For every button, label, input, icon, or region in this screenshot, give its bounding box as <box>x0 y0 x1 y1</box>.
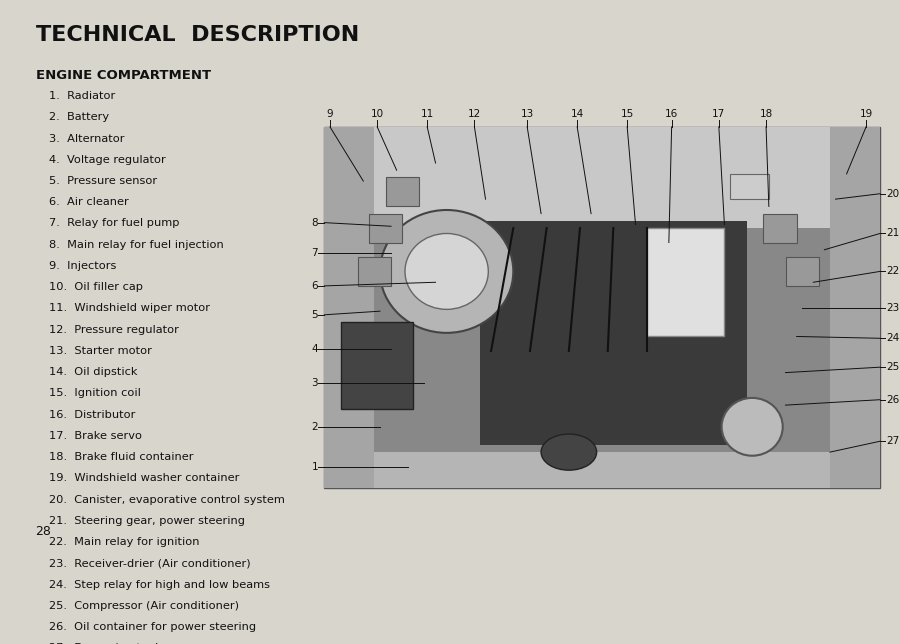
Text: 20.  Canister, evaporative control system: 20. Canister, evaporative control system <box>49 495 284 505</box>
Text: 16.  Distributor: 16. Distributor <box>49 410 135 420</box>
Text: 4.  Voltage regulator: 4. Voltage regulator <box>49 155 166 165</box>
Text: 13: 13 <box>520 109 534 118</box>
Text: 15.  Ignition coil: 15. Ignition coil <box>49 388 140 399</box>
Text: 5.  Pressure sensor: 5. Pressure sensor <box>49 176 157 186</box>
Text: 22.  Main relay for ignition: 22. Main relay for ignition <box>49 537 200 547</box>
Text: 23.  Receiver-drier (Air conditioner): 23. Receiver-drier (Air conditioner) <box>49 558 250 568</box>
Text: 13.  Starter motor: 13. Starter motor <box>49 346 152 356</box>
Text: 2: 2 <box>311 422 319 432</box>
Text: 25: 25 <box>886 362 899 372</box>
Text: 12: 12 <box>468 109 481 118</box>
Text: 24: 24 <box>886 334 899 343</box>
Bar <box>369 214 402 243</box>
Text: 14: 14 <box>571 109 584 118</box>
Bar <box>830 127 880 488</box>
Text: 21.  Steering gear, power steering: 21. Steering gear, power steering <box>49 516 245 526</box>
Text: 22: 22 <box>886 267 899 276</box>
Text: 3: 3 <box>311 379 319 388</box>
Text: 15: 15 <box>621 109 634 118</box>
Text: 9.  Injectors: 9. Injectors <box>49 261 116 271</box>
Text: 17: 17 <box>712 109 725 118</box>
Text: 9: 9 <box>327 109 333 118</box>
Bar <box>480 221 747 445</box>
Ellipse shape <box>405 234 489 309</box>
Bar <box>786 257 819 286</box>
Text: 6: 6 <box>311 281 319 291</box>
Text: 19.  Windshield washer container: 19. Windshield washer container <box>49 473 239 484</box>
Ellipse shape <box>722 398 783 456</box>
Text: 26: 26 <box>886 395 899 404</box>
Ellipse shape <box>541 434 597 470</box>
Bar <box>324 127 880 488</box>
Text: 10.  Oil filler cap: 10. Oil filler cap <box>49 282 143 292</box>
Bar <box>730 174 769 199</box>
Text: TECHNICAL  DESCRIPTION: TECHNICAL DESCRIPTION <box>36 25 359 45</box>
Bar <box>324 452 880 488</box>
Text: 23: 23 <box>886 303 899 312</box>
Text: 28: 28 <box>36 525 51 538</box>
Bar <box>763 214 796 243</box>
Bar <box>358 257 392 286</box>
Text: 8.  Main relay for fuel injection: 8. Main relay for fuel injection <box>49 240 223 250</box>
Text: 8: 8 <box>311 218 319 227</box>
Text: 19: 19 <box>860 109 873 118</box>
Text: 11.  Windshield wiper motor: 11. Windshield wiper motor <box>49 303 210 314</box>
Text: 5: 5 <box>311 310 319 320</box>
Ellipse shape <box>380 210 513 333</box>
Text: 11: 11 <box>420 109 434 118</box>
Text: 25.  Compressor (Air conditioner): 25. Compressor (Air conditioner) <box>49 601 238 611</box>
Text: 3.  Alternator: 3. Alternator <box>49 133 124 144</box>
Text: 7.  Relay for fuel pump: 7. Relay for fuel pump <box>49 218 179 229</box>
Text: 10: 10 <box>371 109 383 118</box>
Text: 2.  Battery: 2. Battery <box>49 112 109 122</box>
Text: 1: 1 <box>311 462 319 471</box>
Text: 18: 18 <box>760 109 773 118</box>
Bar <box>324 127 374 488</box>
Text: 14.  Oil dipstick: 14. Oil dipstick <box>49 367 138 377</box>
Text: 27.  Expansion tank: 27. Expansion tank <box>49 643 162 644</box>
Text: ENGINE COMPARTMENT: ENGINE COMPARTMENT <box>36 69 211 82</box>
Bar <box>646 228 724 336</box>
Bar <box>385 178 418 206</box>
Text: 24.  Step relay for high and low beams: 24. Step relay for high and low beams <box>49 580 270 589</box>
Text: 21: 21 <box>886 229 899 238</box>
Text: 27: 27 <box>886 436 899 446</box>
Text: 1.  Radiator: 1. Radiator <box>49 91 115 101</box>
Text: 7: 7 <box>311 249 319 258</box>
Text: 17.  Brake servo: 17. Brake servo <box>49 431 142 441</box>
Text: 4: 4 <box>311 344 319 354</box>
Bar <box>324 127 880 228</box>
Bar <box>341 322 413 409</box>
Text: 16: 16 <box>665 109 679 118</box>
Text: 18.  Brake fluid container: 18. Brake fluid container <box>49 452 194 462</box>
Text: 26.  Oil container for power steering: 26. Oil container for power steering <box>49 622 256 632</box>
Text: 12.  Pressure regulator: 12. Pressure regulator <box>49 325 179 335</box>
Text: 6.  Air cleaner: 6. Air cleaner <box>49 197 129 207</box>
Text: 20: 20 <box>886 189 899 199</box>
